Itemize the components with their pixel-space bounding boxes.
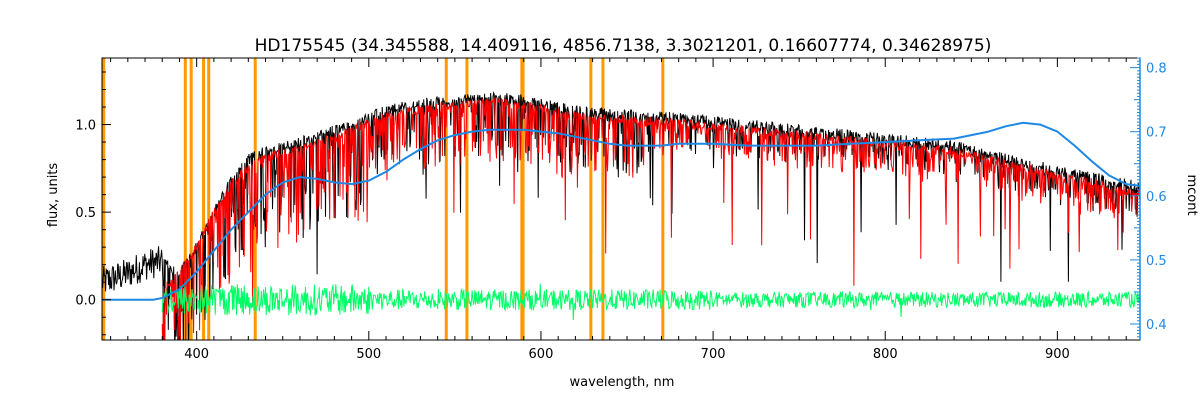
y2-tick-label: 0.4 xyxy=(1146,318,1167,333)
series-model-line xyxy=(161,97,1140,340)
y-tick-label: 0.0 xyxy=(75,294,96,309)
series-observed-line xyxy=(102,91,1140,340)
axes: 400 500 600 700 800 900 0.0 0.5 1.0 0.4 0.5 0.6 0.7 0… xyxy=(75,57,1167,362)
x-tick-label: 900 xyxy=(1045,347,1070,362)
plot-area xyxy=(102,58,1140,340)
x-tick-label: 700 xyxy=(701,347,726,362)
series-residual-line xyxy=(161,283,1140,321)
chart-title: HD175545 (34.345588, 14.409116, 4856.713… xyxy=(255,36,992,56)
x-tick-label: 800 xyxy=(873,347,898,362)
y-axis-label: flux, units xyxy=(46,163,61,228)
y2-tick-label: 0.5 xyxy=(1146,254,1167,269)
y2-tick-label: 0.7 xyxy=(1146,126,1167,141)
x-axis-label: wavelength, nm xyxy=(570,375,675,390)
series-continuum-line xyxy=(102,121,1140,301)
x-tick-label: 400 xyxy=(184,347,209,362)
x-tick-label: 600 xyxy=(529,347,554,362)
y2-tick-label: 0.8 xyxy=(1146,62,1167,77)
y2-tick-label: 0.6 xyxy=(1146,190,1167,205)
x-tick-label: 500 xyxy=(356,347,381,362)
right-axis-label: mcont xyxy=(1184,174,1199,215)
y-tick-label: 0.5 xyxy=(75,206,96,221)
y-tick-label: 1.0 xyxy=(75,119,96,134)
